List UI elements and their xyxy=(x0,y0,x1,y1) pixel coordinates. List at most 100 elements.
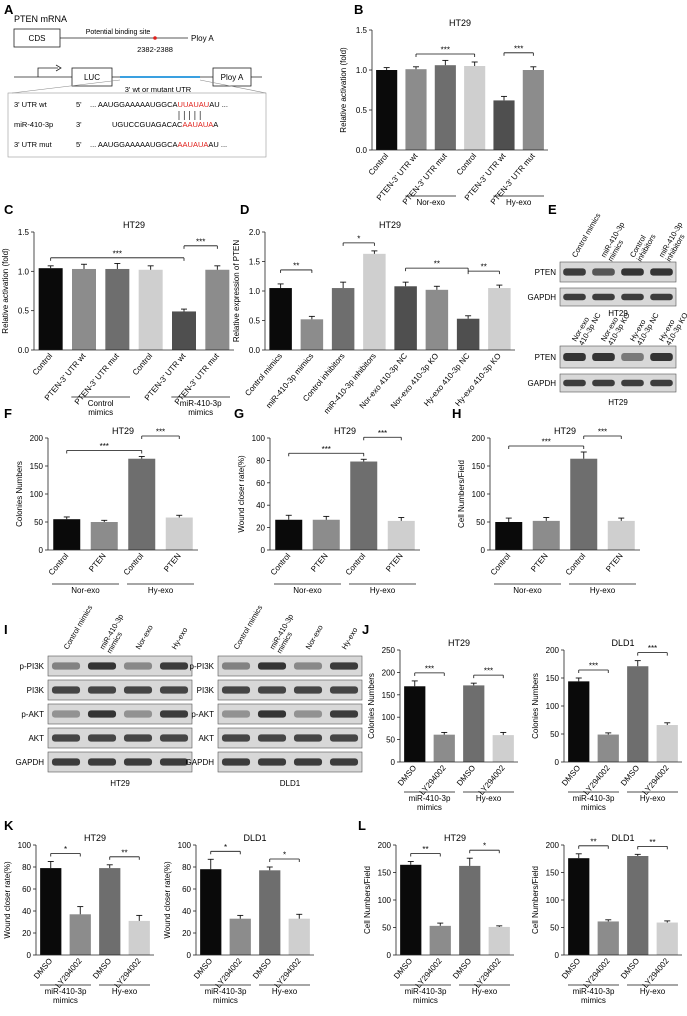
blot-band xyxy=(257,710,287,718)
category-label: Control xyxy=(31,351,55,377)
bar xyxy=(128,920,150,955)
blot-background xyxy=(47,679,193,701)
y-tick-label: 200 xyxy=(382,668,396,677)
y-axis-label: Cell Numbers/Field xyxy=(531,866,540,934)
y-tick-label: 50 xyxy=(382,924,391,933)
y-tick-label: 0 xyxy=(39,546,44,555)
y-tick-label: 50 xyxy=(386,736,395,745)
sequence-tail-part: AU ... xyxy=(209,100,228,109)
cell-line-label: HT29 xyxy=(608,309,628,318)
y-tick-label: 100 xyxy=(178,841,192,850)
y-tick-label: 60 xyxy=(182,885,191,894)
panel-label: F xyxy=(4,406,12,421)
significance-stars: * xyxy=(64,845,67,854)
category-label: PTEN xyxy=(162,551,183,573)
blot-background xyxy=(217,703,363,725)
lane-label: Control mimics xyxy=(62,603,95,651)
sequence-text: UGUCCGUAGACACAAUAUAA xyxy=(112,120,218,129)
group-label: Nor-exo xyxy=(416,198,445,207)
blot-band xyxy=(159,710,189,718)
category-label: DMSO xyxy=(560,957,582,981)
group-label: miR-410-3p mimics xyxy=(205,987,247,1005)
bar xyxy=(99,868,121,955)
blot-background xyxy=(217,751,363,773)
bar xyxy=(456,318,480,350)
bar xyxy=(532,520,560,550)
bar xyxy=(53,519,81,550)
significance-stars: ** xyxy=(434,260,440,269)
blot-band xyxy=(621,379,644,387)
blot-band xyxy=(51,734,81,742)
blot-band xyxy=(650,353,673,361)
y-tick-label: 0 xyxy=(261,546,266,555)
bar xyxy=(570,458,598,550)
utr-caption: 3' wt or mutant UTR xyxy=(125,85,192,94)
group-label: miR-410-3p mimics xyxy=(573,794,615,812)
blot-background xyxy=(47,751,193,773)
bar xyxy=(275,519,303,550)
panel-label: E xyxy=(548,202,557,217)
significance-stars: *** xyxy=(441,46,450,55)
category-label: DMSO xyxy=(455,764,477,788)
chart-h: H HT29 0 50 100 150 200 Cell Numbers/Field Contr… xyxy=(452,406,640,595)
significance-stars: *** xyxy=(514,44,523,53)
category-label: DMSO xyxy=(392,957,414,981)
blot-row-label: PTEN xyxy=(535,353,557,362)
blot-band xyxy=(592,268,615,276)
blot-strip: p-PI3K xyxy=(20,655,193,677)
luc-box xyxy=(71,67,113,87)
significance-stars: *** xyxy=(648,644,657,653)
bar xyxy=(404,686,426,762)
chart-title: HT29 xyxy=(554,426,576,436)
significance-stars: *** xyxy=(156,428,165,437)
chart-title: HT29 xyxy=(334,426,356,436)
blot-row-label: AKT xyxy=(28,734,44,743)
chart-title: HT29 xyxy=(444,833,466,843)
blot-band xyxy=(87,662,117,670)
blot-band xyxy=(621,353,644,361)
chart-title: DLD1 xyxy=(611,833,634,843)
y-tick-label: 0.0 xyxy=(18,346,30,355)
blot-band xyxy=(123,662,153,670)
bar xyxy=(128,458,156,550)
blot-strip: PI3K xyxy=(197,679,363,701)
y-tick-label: 100 xyxy=(382,713,396,722)
category-label: Control xyxy=(269,551,293,577)
group-label: miR-410-3p mimics xyxy=(405,987,447,1005)
lane-label: Hy-exo410-3p NC xyxy=(628,307,661,347)
y-tick-label: 0 xyxy=(555,951,560,960)
luc-label: LUC xyxy=(84,73,100,82)
blot-background xyxy=(47,727,193,749)
lane-label: Control mimics xyxy=(570,211,603,259)
blot-band xyxy=(293,686,323,694)
lane-label: Hy-exo xyxy=(170,626,190,651)
bar xyxy=(363,253,386,350)
y-tick-label: 0 xyxy=(387,951,392,960)
blot-band xyxy=(123,734,153,742)
y-tick-label: 40 xyxy=(22,907,31,916)
bar xyxy=(200,869,222,955)
y-tick-label: 200 xyxy=(546,646,560,655)
y-tick-label: 100 xyxy=(546,702,560,711)
blot-background xyxy=(559,345,677,369)
bar xyxy=(568,858,590,955)
y-tick-label: 0 xyxy=(27,951,32,960)
blot-band xyxy=(51,758,81,766)
group-label: miR-410-3p mimics xyxy=(45,987,87,1005)
sequence-text: ... AAUGGAAAAAUGGCAUUAUAUAU ... xyxy=(90,100,228,109)
category-label: PTEN xyxy=(87,551,108,573)
bar xyxy=(627,666,649,762)
y-tick-label: 20 xyxy=(22,929,31,938)
blot-band xyxy=(159,758,189,766)
bar xyxy=(105,268,130,350)
y-tick-label: 200 xyxy=(546,841,560,850)
poly-a-2: Ploy A xyxy=(221,73,244,82)
y-axis-label: Cell Numbers/Field xyxy=(457,460,466,528)
bar xyxy=(69,914,91,955)
category-label: PTEN xyxy=(604,551,625,573)
y-tick-label: 50 xyxy=(550,924,559,933)
blot-band xyxy=(257,734,287,742)
bar xyxy=(350,461,378,550)
bar xyxy=(387,520,415,550)
y-tick-label: 150 xyxy=(472,462,486,471)
